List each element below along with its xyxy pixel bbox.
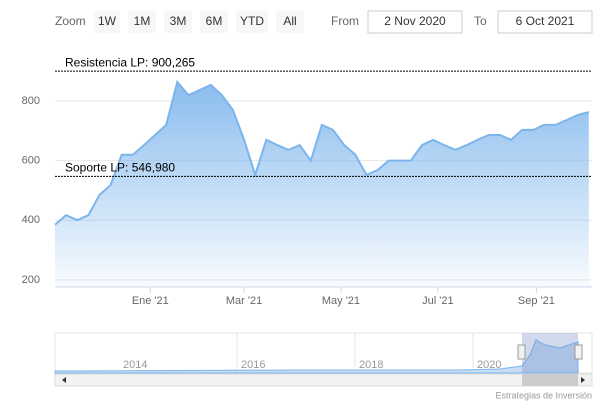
range-button-label[interactable]: All bbox=[283, 14, 296, 28]
plot-line-label: Resistencia LP: 900,265 bbox=[65, 55, 195, 69]
navigator-label: 2016 bbox=[241, 359, 265, 371]
x-tick-label: May '21 bbox=[322, 295, 360, 307]
to-input[interactable] bbox=[497, 10, 593, 34]
zoom-label: Zoom bbox=[55, 14, 86, 28]
navigator-series bbox=[54, 339, 579, 374]
from-date[interactable]: 2 Nov 2020 bbox=[384, 14, 446, 28]
x-tick-label: Mar '21 bbox=[226, 295, 262, 307]
navigator-label: 2018 bbox=[359, 359, 383, 371]
y-tick-label: 200 bbox=[22, 274, 40, 286]
range-button-label[interactable]: 1W bbox=[98, 14, 117, 28]
scrollbar[interactable] bbox=[54, 373, 593, 387]
range-button[interactable] bbox=[164, 11, 192, 33]
plot-line-label: Soporte LP: 546,980 bbox=[65, 161, 175, 175]
range-button-label[interactable]: 1M bbox=[134, 14, 151, 28]
x-tick-label: Sep '21 bbox=[518, 295, 555, 307]
navigator-label: 2014 bbox=[123, 359, 147, 371]
line bbox=[54, 79, 590, 226]
nav-handle[interactable] bbox=[574, 344, 583, 360]
range-button[interactable] bbox=[94, 11, 120, 33]
range-button[interactable] bbox=[200, 11, 228, 33]
range-button[interactable] bbox=[276, 11, 304, 33]
range-button-label[interactable]: YTD bbox=[240, 14, 264, 28]
y-tick-label: 400 bbox=[22, 214, 40, 226]
to-label: To bbox=[474, 14, 487, 28]
range-button[interactable] bbox=[128, 11, 156, 33]
range-button[interactable] bbox=[236, 11, 268, 33]
x-tick-label: Ene '21 bbox=[132, 295, 169, 307]
area bbox=[55, 82, 589, 287]
y-tick-label: 800 bbox=[22, 95, 40, 107]
range-button-label[interactable]: 3M bbox=[170, 14, 187, 28]
from-label: From bbox=[331, 14, 359, 28]
navigator-mask[interactable] bbox=[522, 333, 578, 373]
y-tick-label: 600 bbox=[22, 155, 40, 167]
x-tick-label: Jul '21 bbox=[422, 295, 453, 307]
from-input[interactable] bbox=[367, 10, 463, 34]
nav-handle[interactable] bbox=[517, 344, 526, 360]
scrollbar-thumb[interactable] bbox=[522, 374, 578, 386]
credits[interactable]: Estrategias de Inversión bbox=[495, 390, 592, 400]
navigator-label: 2020 bbox=[477, 359, 501, 371]
range-button-label[interactable]: 6M bbox=[206, 14, 223, 28]
to-date[interactable]: 6 Oct 2021 bbox=[516, 14, 575, 28]
